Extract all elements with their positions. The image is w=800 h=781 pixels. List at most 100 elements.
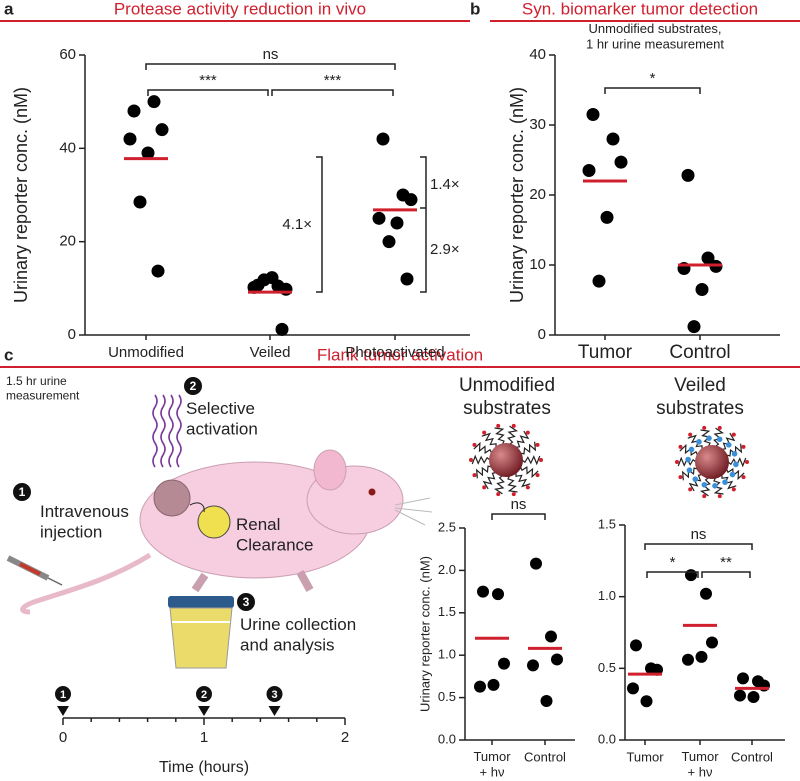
tip: [535, 473, 540, 478]
y-tick-label: 30: [529, 116, 546, 133]
event-label: 1: [60, 689, 66, 701]
panel-label: a: [4, 0, 14, 18]
text-line: injection: [40, 523, 102, 542]
event-badge: [266, 686, 283, 702]
dot: [734, 689, 746, 702]
dot: [141, 146, 155, 160]
chart-title: Protease activity reduction in vivo: [114, 0, 366, 18]
linker: [515, 472, 531, 488]
text-line: + hν: [688, 765, 713, 780]
significance-label: ns: [511, 496, 527, 513]
dot: [492, 588, 504, 601]
dot: [614, 155, 628, 169]
significance-label: ns: [691, 526, 707, 543]
step-text: Selective activation: [186, 399, 258, 438]
text-line: substrates: [463, 398, 551, 419]
tip: [717, 425, 722, 430]
y-axis-label: Urinary reporter conc. (nM): [11, 87, 31, 303]
veil: [686, 467, 693, 474]
dot: [592, 274, 606, 288]
veil: [731, 450, 738, 457]
diagram-note: 1.5 hr urine measurement: [6, 374, 80, 402]
linker: [475, 465, 492, 479]
x-tick-label: Veiled: [250, 344, 291, 361]
chart-title: Unmodified substrates: [459, 375, 555, 419]
veil: [706, 435, 712, 441]
y-tick-label: 1.5: [438, 604, 456, 619]
text-line: Renal: [236, 515, 280, 534]
tip: [717, 494, 722, 499]
y-tick-label: 60: [59, 46, 76, 63]
text-line: Unmodified: [459, 375, 555, 396]
x-tick-label: Control: [731, 749, 773, 764]
step-badges: [13, 377, 255, 611]
tip: [678, 444, 683, 449]
y-tick-label: 0.5: [438, 689, 456, 704]
x-tick-label: Photoactivated: [345, 344, 444, 361]
dot: [530, 557, 542, 570]
tip: [525, 430, 530, 435]
significance-bracket: [491, 513, 546, 520]
linker: [507, 475, 518, 493]
linker: [507, 425, 519, 445]
dot: [155, 123, 169, 137]
y-tick-label: 1.5: [598, 516, 616, 531]
veil: [701, 481, 708, 488]
text-line: Selective: [186, 399, 255, 418]
dot: [700, 587, 712, 600]
significance-label: *: [670, 554, 676, 571]
linker: [493, 475, 505, 495]
significance-label: *: [650, 70, 656, 87]
dot: [404, 193, 418, 207]
x-tick-label: 1: [200, 729, 208, 746]
tip: [688, 487, 693, 492]
tip: [745, 460, 749, 464]
linker: [520, 441, 537, 455]
dot: [279, 282, 293, 296]
y-tick-label: 40: [529, 46, 546, 63]
dot: [600, 210, 614, 224]
veil: [685, 456, 691, 463]
dot: [582, 164, 596, 177]
text-line: + hν: [480, 765, 505, 780]
tip: [535, 442, 540, 447]
chart-subtitle: Unmodified substrates, 1 hr urine measure…: [586, 21, 724, 52]
tip: [525, 485, 530, 490]
event-label: 2: [201, 689, 207, 701]
x-tick-label: 2: [341, 729, 349, 746]
dot: [586, 108, 600, 121]
veil: [696, 439, 702, 445]
y-tick-label: 20: [59, 233, 76, 250]
step-number: 1: [19, 485, 26, 499]
tip: [741, 444, 746, 449]
y-tick-label: 1.0: [438, 647, 456, 662]
diagram-label: Renal Clearance: [236, 515, 314, 554]
linker: [481, 432, 497, 448]
significance-bracket: [646, 571, 699, 578]
dot: [706, 636, 718, 649]
tip: [482, 485, 487, 490]
dot: [695, 650, 708, 663]
dot: [640, 695, 653, 708]
text-line: Tumor: [473, 749, 511, 764]
tip: [678, 475, 683, 480]
tip: [731, 432, 736, 437]
step-number: 2: [190, 379, 197, 393]
step-text: Urine collection and analysis: [240, 615, 356, 654]
tip: [675, 460, 679, 464]
linker: [473, 441, 493, 454]
dot: [151, 264, 165, 278]
significance-label: ***: [324, 72, 342, 89]
linker: [679, 443, 699, 456]
y-tick-label: 0: [538, 326, 546, 343]
dot: [747, 691, 760, 703]
y-tick-label: 2.5: [438, 519, 456, 534]
text-line: Tumor: [681, 749, 719, 764]
significance-label: **: [720, 554, 732, 571]
significance-label: ns: [263, 46, 279, 63]
significance-bracket: [644, 543, 753, 550]
tip: [469, 458, 473, 462]
linker: [482, 471, 497, 490]
significance-bracket: [271, 89, 394, 96]
dot: [545, 630, 557, 643]
